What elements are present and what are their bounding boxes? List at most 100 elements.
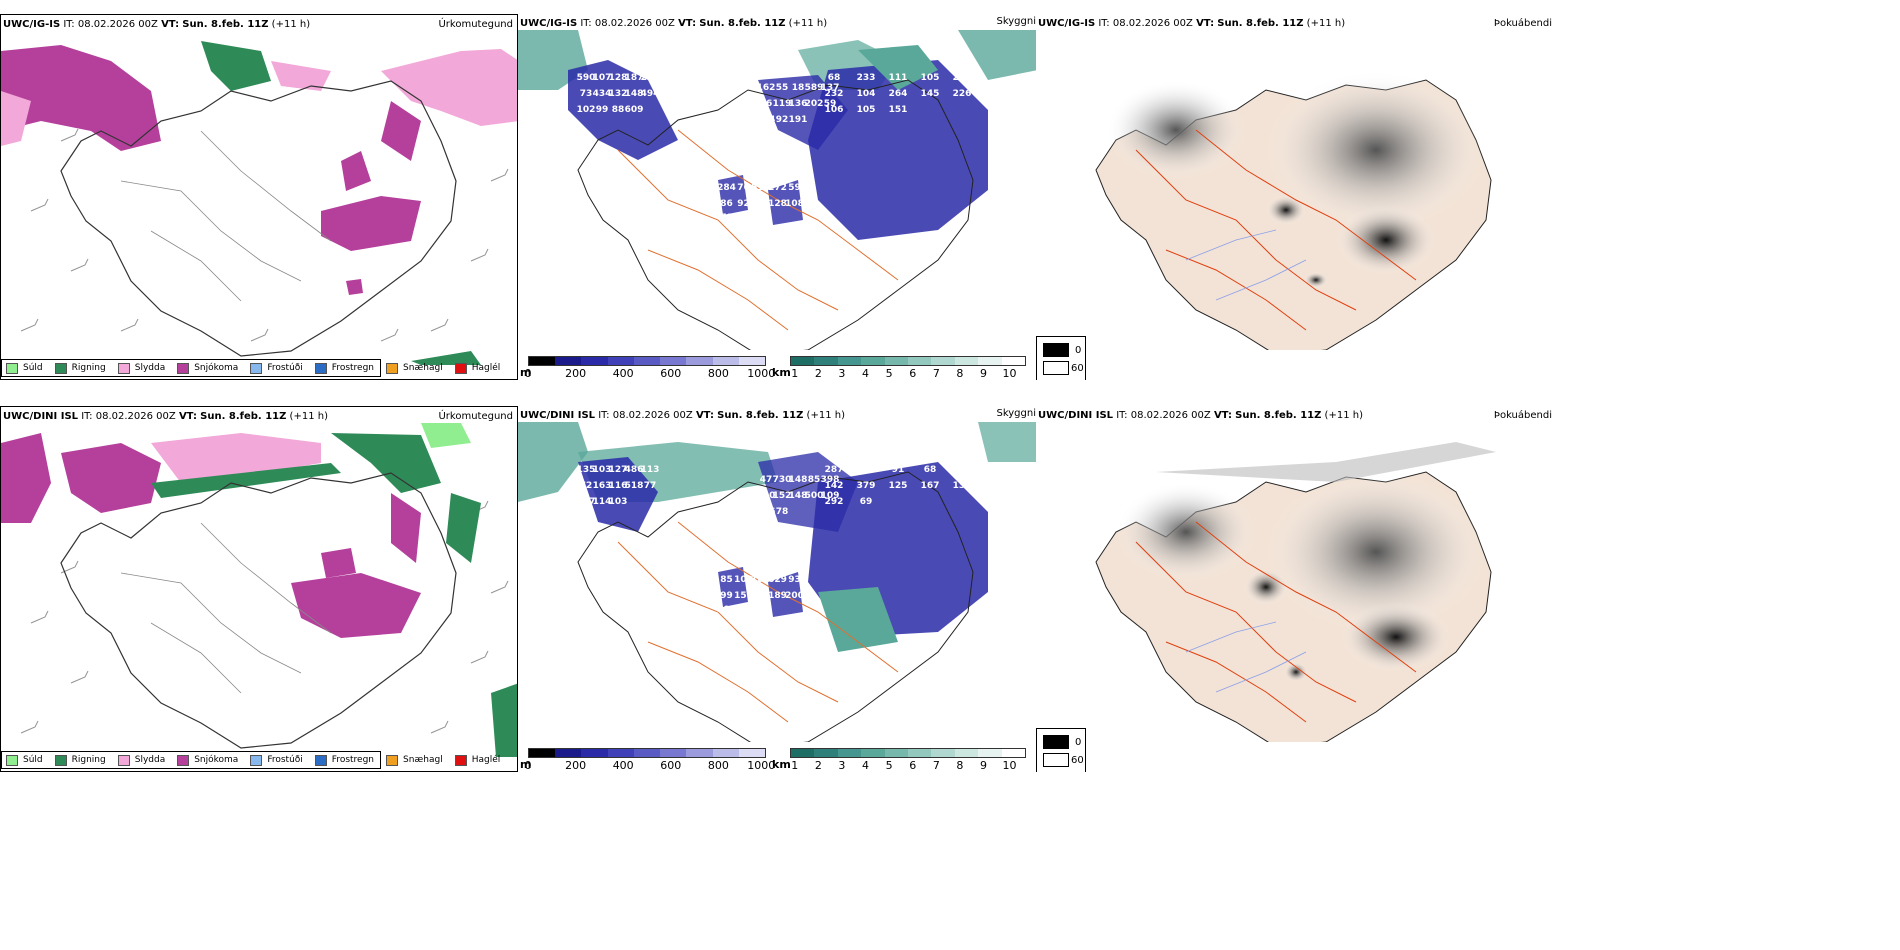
- visibility-value-label: 59: [824, 99, 837, 109]
- tick: 600: [660, 759, 682, 772]
- visibility-value-label: 91: [892, 465, 905, 475]
- visibility-value-label: 106: [825, 105, 844, 115]
- tick: 3: [838, 759, 846, 772]
- visibility-value-label: 102: [734, 575, 753, 585]
- fog-legend-low: 0: [1075, 737, 1082, 748]
- visibility-value-label: 157: [734, 591, 753, 601]
- precip-legend: Súld Rigning Slydda Snjókoma Frostúði Fr…: [1, 751, 500, 769]
- visibility-value-label: 151: [889, 105, 908, 115]
- precip-legend: Súld Rigning Slydda Snjókoma Frostúði Fr…: [1, 359, 500, 377]
- visibility-value-label: 131: [751, 199, 770, 209]
- visibility-value-label: 104: [757, 115, 776, 125]
- visibility-value-label: 238: [953, 73, 972, 83]
- tick: 4: [862, 367, 870, 380]
- visibility-value-label: 136: [789, 99, 808, 109]
- frostregn-swatch: [314, 754, 327, 766]
- visibility-value-label: 77: [644, 481, 657, 491]
- visibility-colorbar: 1 2 3 4 5 6 7 8 9 10: [790, 748, 1026, 772]
- panel-title: Þokuábendi: [1493, 410, 1552, 421]
- tick: 800: [707, 367, 729, 380]
- visibility-value-label: 102: [577, 105, 596, 115]
- visibility-value-label: 177: [751, 213, 770, 223]
- visibility-value-label: 132: [609, 89, 628, 99]
- visibility-value-label: 233: [857, 73, 876, 83]
- visibility-value-label: 510: [751, 183, 770, 193]
- visibility-value-label: 85: [808, 475, 821, 485]
- tick: 9: [980, 759, 988, 772]
- fog-legend-high: 60: [1071, 363, 1084, 374]
- visibility-value-label: 609: [625, 105, 644, 115]
- legend-label: Rigning: [71, 755, 106, 765]
- visibility-value-label: 119: [773, 99, 792, 109]
- snaehagl-swatch: [386, 754, 399, 766]
- precip-type-panel-bottom: UWC/DINI ISL IT: 08.02.2026 00Z VT: Sun.…: [0, 406, 518, 772]
- tick: 7: [932, 759, 940, 772]
- fog-map: [1095, 70, 1492, 350]
- visibility-value-label: 202: [805, 99, 824, 109]
- visibility-value-label: 18: [792, 83, 805, 93]
- visibility-value-label: 92: [737, 199, 750, 209]
- visibility-value-label: 152: [773, 491, 792, 501]
- visibility-value-label: 76: [737, 183, 750, 193]
- visibility-value-label: 92: [776, 115, 789, 125]
- tick: 0: [524, 367, 532, 380]
- visibility-value-label: 55: [776, 83, 789, 93]
- visibility-value-label: 103: [609, 497, 628, 507]
- visibility-value-label: 629: [768, 575, 787, 585]
- visibility-labels: 590 162 68 284 107 55 233 76 128 18 111 510 187 589 10…: [577, 73, 972, 223]
- tick: 8: [956, 367, 964, 380]
- visibility-value-label: 145: [921, 89, 940, 99]
- visibility-panel-top: UWC/IG-IS IT: 08.02.2026 00Z VT: Sun. 8.…: [518, 14, 1038, 380]
- slydda-swatch: [117, 754, 130, 766]
- visibility-value-label: 104: [857, 89, 876, 99]
- visibility-value-label: 191: [789, 115, 808, 125]
- visibility-map: 590 162 68 284 107 55 233 76 128 18 111 510 187 589 10…: [518, 30, 1038, 350]
- visibility-value-label: 116: [609, 481, 628, 491]
- visibility-value-label: 125: [889, 481, 908, 491]
- tick: 800: [707, 759, 729, 772]
- tick: 5: [885, 759, 893, 772]
- visibility-value-label: 68: [924, 465, 937, 475]
- visibility-value-label: 209: [717, 605, 736, 615]
- visibility-value-label: 128: [609, 73, 628, 83]
- tick: 1000: [747, 367, 776, 380]
- visibility-value-label: 137: [821, 83, 840, 93]
- visibility-value-label: 68: [828, 73, 841, 83]
- visibility-value-label: 73: [580, 89, 593, 99]
- legend-label: Snjókoma: [194, 755, 239, 765]
- suld-swatch: [6, 362, 18, 374]
- panel-title: Skyggni: [996, 408, 1036, 419]
- tick: 400: [612, 759, 634, 772]
- tick: 9: [980, 367, 988, 380]
- legend-label: Snæhagl: [403, 755, 443, 765]
- panel-header: UWC/DINI ISL IT: 08.02.2026 00Z VT: Sun.…: [520, 410, 845, 421]
- legend-label: Haglél: [471, 755, 501, 765]
- visibility-value-label: 47: [760, 475, 773, 485]
- visibility-value-label: 200: [785, 591, 804, 601]
- visibility-value-label: 434: [593, 89, 612, 99]
- visibility-value-label: 88: [612, 105, 625, 115]
- visibility-value-label: 99: [596, 105, 609, 115]
- visibility-value-label: 127: [609, 465, 628, 475]
- tick: 3: [838, 367, 846, 380]
- tick: 0: [524, 759, 532, 772]
- visibility-value-label: 190: [757, 491, 776, 501]
- visibility-colorbar: 1 2 3 4 5 6 7 8 9 10: [790, 356, 1026, 380]
- visibility-value-label: 296: [757, 507, 776, 517]
- fog-legend-black: [1043, 343, 1069, 357]
- visibility-value-label: 72: [580, 481, 593, 491]
- visibility-value-label: 78: [776, 507, 789, 517]
- snjokoma-swatch: [177, 754, 190, 766]
- frostudi-swatch: [250, 362, 263, 374]
- fog-legend-high: 60: [1071, 755, 1084, 766]
- tick: 6: [909, 367, 917, 380]
- visibility-value-label: 134: [953, 481, 972, 491]
- height-colorbar: 0 200 400 600 800 1000: [524, 748, 775, 772]
- visibility-value-label: 58: [737, 605, 750, 615]
- fog-legend: 0 60: [1036, 728, 1086, 772]
- visibility-value-label: 69: [860, 497, 873, 507]
- visibility-value-label: 284: [717, 183, 736, 193]
- legend-label: Frostregn: [331, 363, 375, 373]
- visibility-value-label: 99: [720, 591, 733, 601]
- legend-label: Súld: [23, 755, 43, 765]
